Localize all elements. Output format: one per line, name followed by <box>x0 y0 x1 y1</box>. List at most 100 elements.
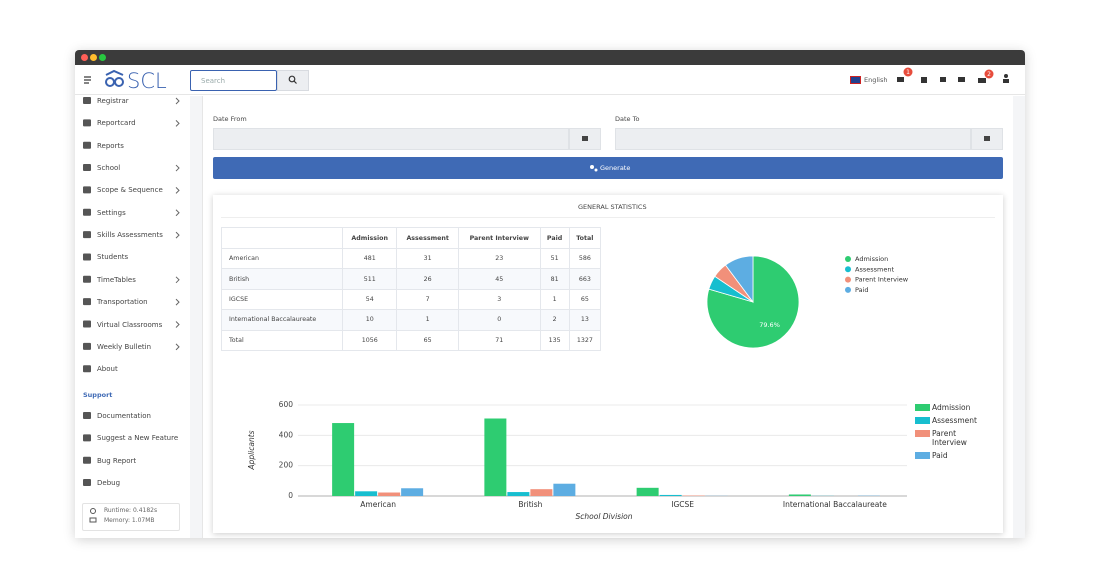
nav-icon <box>83 320 91 328</box>
support-item[interactable]: Bug Report <box>97 456 137 465</box>
chevron <box>175 97 180 105</box>
x-tick-label: IGCSE <box>671 500 694 509</box>
nav-icon <box>83 456 91 464</box>
nav-icon <box>83 298 91 306</box>
cell: 65 <box>396 329 459 351</box>
search-button[interactable] <box>277 70 309 91</box>
runtime: Runtime: 0.4182s <box>104 507 158 514</box>
bar <box>553 483 576 496</box>
y-tick-label: 600 <box>279 400 294 409</box>
legend-swatch <box>845 286 851 293</box>
y-tick-label: 200 <box>279 461 294 470</box>
max-dot[interactable] <box>99 54 106 61</box>
nav-item[interactable]: Registrar <box>97 97 129 105</box>
support-item[interactable]: Suggest a New Feature <box>97 434 179 443</box>
main-bg-right <box>1013 96 1025 538</box>
row-label: British <box>221 268 343 290</box>
memory: Memory: 1.07MB <box>104 517 155 524</box>
cell: 0 <box>457 309 541 331</box>
bar <box>507 492 530 496</box>
table-row: IGCSE 54 7 3 1 65 <box>221 288 602 311</box>
header-icons[interactable] <box>897 74 1009 83</box>
bar <box>484 418 507 496</box>
nav-item[interactable]: Students <box>97 253 129 262</box>
bar <box>378 492 401 496</box>
close-dot[interactable] <box>81 54 88 61</box>
nav-item[interactable]: School <box>97 164 121 173</box>
nav-icon <box>83 164 91 172</box>
bar <box>355 491 378 496</box>
legend-label: Assessment <box>932 415 977 425</box>
sidebar <box>75 96 190 538</box>
chevron <box>175 343 180 351</box>
nav-item[interactable]: Virtual Classrooms <box>97 320 163 329</box>
legend-swatch <box>845 276 851 283</box>
nav-icon <box>83 97 91 104</box>
bar <box>636 487 659 496</box>
cell: 81 <box>539 268 570 290</box>
nav-icon <box>83 231 91 239</box>
chevron <box>175 164 180 172</box>
date-to-label: Date To <box>615 115 640 123</box>
nav-item[interactable]: Skills Assessments <box>97 231 163 240</box>
owl-icon <box>105 69 124 87</box>
main-bg <box>190 96 202 538</box>
x-tick-label: British <box>518 500 542 509</box>
search-input[interactable]: Search <box>190 70 277 91</box>
cell: 1056 <box>341 329 398 351</box>
cell: 1 <box>396 309 459 331</box>
pie-slice <box>724 255 754 304</box>
header-row: Admission Assessment Parent Interview Paid T… <box>221 227 602 249</box>
cell: 45 <box>457 268 541 290</box>
cell: 13 <box>568 309 602 331</box>
nav-item[interactable]: Weekly Bulletin <box>97 342 152 351</box>
runtime-box <box>82 503 180 531</box>
nav-icon <box>83 208 91 216</box>
nav-item[interactable]: Settings <box>97 208 126 217</box>
chevron <box>175 321 180 328</box>
nav-icon <box>83 186 91 194</box>
legend-swatch <box>845 266 851 273</box>
x-tick-label: International Baccalaureate <box>783 500 887 509</box>
nav-item[interactable]: Reports <box>97 141 124 150</box>
generate-button[interactable] <box>213 157 1003 179</box>
nav-icon <box>83 275 91 283</box>
content-divider <box>202 96 203 538</box>
bar <box>401 488 424 496</box>
nav-icon <box>83 141 91 149</box>
nav-icon <box>83 365 91 373</box>
hamburger[interactable] <box>84 76 91 84</box>
legend-label: Paid <box>855 286 869 294</box>
y-tick-label: 400 <box>279 430 294 439</box>
legend-swatch <box>915 404 930 411</box>
date-to-input[interactable] <box>615 128 971 150</box>
language[interactable]: English <box>864 76 888 84</box>
nav-item[interactable]: TimeTables <box>97 275 136 284</box>
nav-item[interactable]: Reportcard <box>97 119 136 128</box>
min-dot[interactable] <box>90 54 97 61</box>
cell: 71 <box>457 329 541 351</box>
support-item[interactable]: Debug <box>97 479 121 488</box>
legend-label: Paid <box>932 450 948 460</box>
bar <box>530 489 553 496</box>
support-item[interactable]: Documentation <box>97 412 151 420</box>
bar <box>788 494 811 496</box>
badge-count: 1 <box>906 69 910 76</box>
nav-icon <box>83 479 91 487</box>
generate-label[interactable]: Generate <box>600 164 631 172</box>
badge-count: 2 <box>987 71 991 78</box>
cell: 26 <box>396 268 459 290</box>
row-label: Total <box>221 329 343 351</box>
support-title: Support <box>83 391 113 399</box>
nav-item[interactable]: About <box>97 365 118 374</box>
legend-label: Admission <box>855 255 888 263</box>
nav-icon <box>83 342 91 350</box>
search-icon <box>288 75 297 84</box>
runtime-icons <box>89 508 97 523</box>
nav-item[interactable]: Transportation <box>97 298 148 307</box>
nav-item[interactable]: Scope & Sequence <box>97 186 163 195</box>
x-axis-title: School Division <box>576 512 633 521</box>
date-from-input[interactable] <box>213 128 569 150</box>
nav-icon <box>83 253 91 261</box>
